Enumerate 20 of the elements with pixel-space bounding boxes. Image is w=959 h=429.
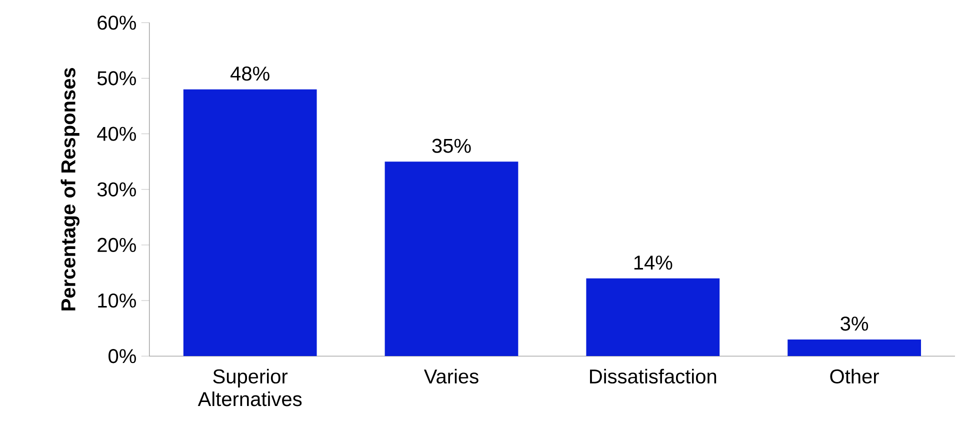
x-tick-label: Superior Alternatives	[198, 368, 302, 406]
data-label: 35%	[432, 138, 471, 153]
y-tick-label: 20%	[98, 238, 136, 252]
y-tick-label: 10%	[98, 293, 136, 308]
y-axis-title: Percentage of Responses	[60, 68, 80, 310]
y-tick-label: 60%	[98, 15, 136, 30]
y-tick-label: 30%	[97, 182, 136, 196]
data-label: 3%	[840, 316, 868, 330]
bar	[183, 89, 317, 356]
data-label: 14%	[634, 255, 672, 270]
bar	[586, 278, 720, 356]
bar	[788, 339, 921, 356]
y-tick-label: 0%	[108, 348, 136, 363]
y-tick-label: 40%	[97, 126, 136, 141]
y-tick-label: 50%	[97, 70, 136, 86]
bar	[384, 161, 518, 356]
data-label: 48%	[230, 66, 270, 80]
x-tick-label: Dissatisfaction	[590, 368, 716, 384]
x-tick-label: Other	[830, 368, 879, 384]
x-tick-label: Varies	[424, 368, 478, 384]
